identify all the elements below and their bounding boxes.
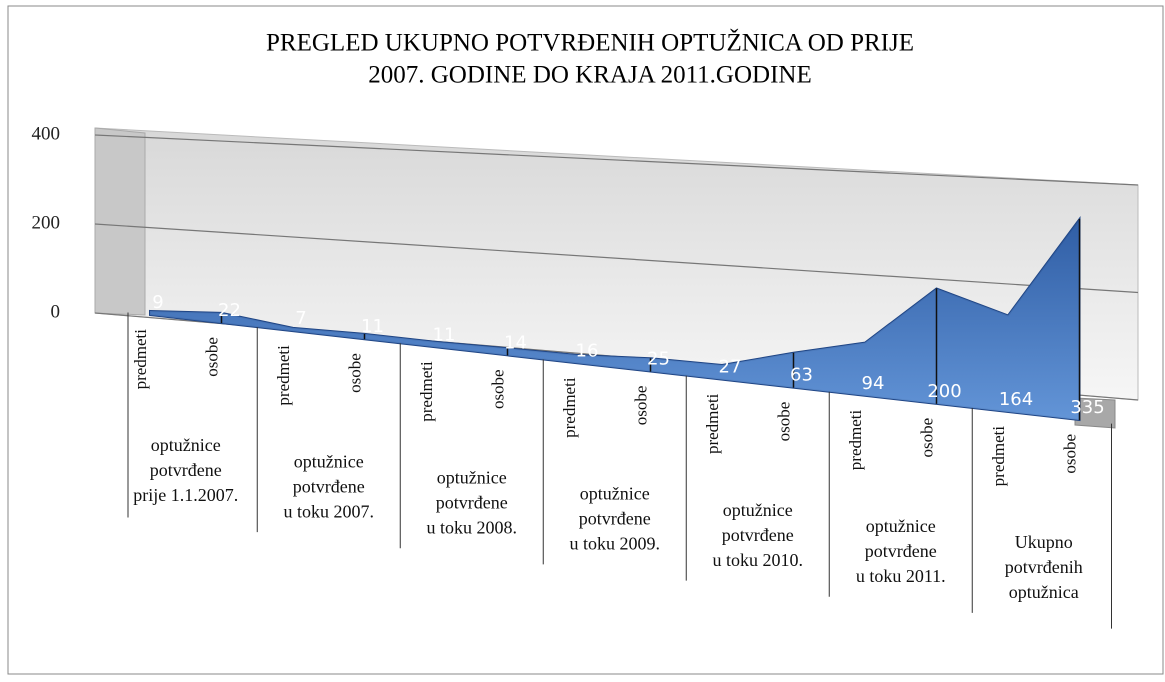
group-label: optužnice	[866, 516, 936, 536]
group-label: u toku 2011.	[856, 566, 946, 586]
x-tick-label: predmeti	[417, 361, 436, 422]
value-label: 9	[152, 292, 163, 313]
value-label: 25	[647, 349, 670, 370]
x-tick-label: osobe	[488, 369, 507, 409]
x-tick-label: predmeti	[989, 426, 1008, 487]
group-label: potvrđene	[865, 541, 937, 561]
y-tick-label: 200	[32, 212, 61, 233]
x-tick-label: osobe	[631, 386, 650, 426]
group-label: optužnice	[294, 451, 364, 471]
x-tick-label: predmeti	[131, 329, 150, 390]
group-label: potvrđene	[436, 492, 508, 512]
x-tick-label: osobe	[345, 353, 364, 393]
group-label: optužnice	[151, 435, 221, 455]
group-label: optužnica	[1009, 582, 1079, 602]
value-label: 16	[576, 340, 599, 361]
group-label: optužnice	[580, 484, 650, 504]
value-label: 200	[927, 381, 961, 402]
group-label: optužnice	[723, 500, 793, 520]
value-label: 63	[790, 365, 813, 386]
group-label: Ukupno	[1015, 532, 1073, 552]
area-shade	[150, 219, 1080, 420]
frame	[7, 5, 1164, 675]
value-label: 11	[433, 324, 456, 345]
group-label: u toku 2009.	[569, 534, 660, 554]
value-label: 14	[504, 332, 527, 353]
value-label: 27	[719, 357, 742, 378]
group-label: u toku 2007.	[283, 501, 374, 521]
chart-title: PREGLED UKUPNO POTVRĐENIH OPTUŽNICA OD P…	[266, 29, 914, 57]
group-label: optužnice	[437, 467, 507, 487]
grid-line	[94, 223, 1139, 294]
group-label: u toku 2010.	[712, 550, 803, 570]
group-label: potvrđene	[293, 476, 365, 496]
value-label: 11	[361, 316, 384, 337]
x-tick-label: predmeti	[703, 393, 722, 454]
group-label: prije 1.1.2007.	[133, 485, 238, 505]
x-tick-label: predmeti	[846, 409, 865, 470]
value-label: 7	[295, 308, 306, 329]
x-tick-label: osobe	[774, 402, 793, 442]
group-label: potvrđene	[150, 460, 222, 480]
x-tick-label: predmeti	[560, 377, 579, 438]
group-label: u toku 2008.	[426, 517, 517, 537]
x-tick-label: osobe	[917, 418, 936, 458]
side-wall	[94, 127, 146, 316]
value-label: 94	[862, 373, 885, 394]
x-tick-label: predmeti	[274, 345, 293, 406]
value-label: 335	[1070, 397, 1104, 418]
group-label: potvrđene	[579, 509, 651, 529]
grid-line	[94, 134, 1139, 186]
chart-title: 2007. GODINE DO KRAJA 2011.GODINE	[368, 62, 812, 89]
y-tick-label: 400	[32, 123, 61, 144]
value-label: 164	[999, 389, 1033, 410]
value-label: 22	[218, 300, 241, 321]
x-tick-label: osobe	[202, 337, 221, 377]
group-label: potvrđene	[722, 525, 794, 545]
x-tick-label: osobe	[1060, 434, 1079, 474]
group-label: potvrđenih	[1005, 557, 1083, 577]
y-tick-label: 0	[51, 301, 61, 322]
